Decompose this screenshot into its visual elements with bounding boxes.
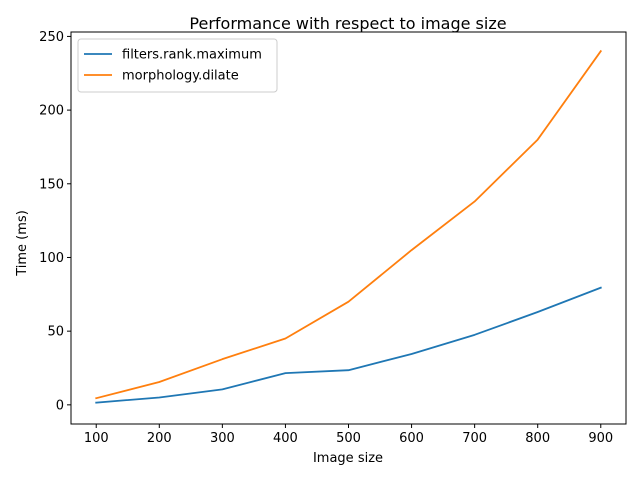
y-tick-label: 0 — [56, 398, 64, 413]
x-tick-label: 900 — [588, 431, 613, 446]
plot-area: 100 200 300 400 500 600 700 800 900 0 50 100 150 200 2… — [39, 30, 627, 446]
x-tick-label: 200 — [147, 431, 172, 446]
chart-title: Performance with respect to image size — [189, 14, 506, 33]
y-tick-label: 200 — [39, 104, 64, 119]
legend: filters.rank.maximum morphology.dilate — [77, 38, 278, 93]
x-tick-label: 400 — [273, 431, 298, 446]
series-line-2 — [95, 49, 603, 400]
y-tick-label: 100 — [39, 251, 64, 266]
x-tick-label: 800 — [525, 431, 550, 446]
x-tick-label: 100 — [84, 431, 109, 446]
x-tick-label: 500 — [336, 431, 361, 446]
y-tick-label: 250 — [39, 30, 64, 45]
legend-box — [77, 38, 278, 93]
y-tick-label: 50 — [47, 325, 64, 340]
x-axis-title: Image size — [313, 451, 383, 466]
y-axis-title: Time (ms) — [15, 210, 30, 277]
legend-label: morphology.dilate — [122, 69, 239, 84]
x-tick-label: 600 — [399, 431, 424, 446]
legend-label: filters.rank.maximum — [122, 48, 262, 63]
x-tick-label: 300 — [210, 431, 235, 446]
y-tick-label: 150 — [39, 177, 64, 192]
series-line-1 — [95, 286, 602, 404]
x-tick-label: 700 — [462, 431, 487, 446]
